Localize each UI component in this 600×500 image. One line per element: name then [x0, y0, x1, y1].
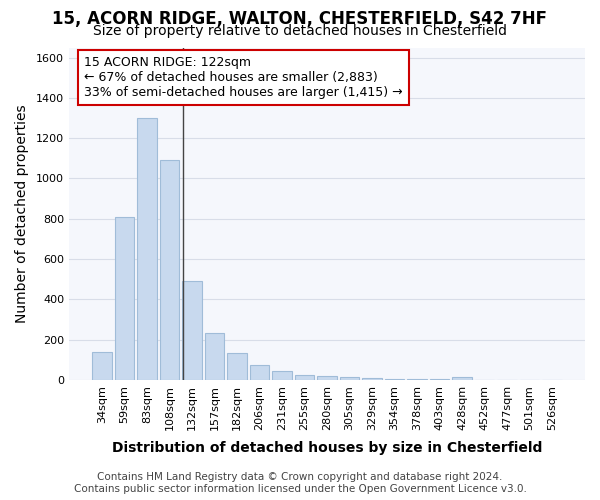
Bar [137, 118, 157, 380]
Bar [340, 377, 359, 380]
Bar [182, 281, 202, 380]
Bar [452, 377, 472, 380]
Bar [160, 160, 179, 380]
Text: 15 ACORN RIDGE: 122sqm
← 67% of detached houses are smaller (2,883)
33% of semi-: 15 ACORN RIDGE: 122sqm ← 67% of detached… [85, 56, 403, 99]
Bar [362, 378, 382, 380]
Bar [250, 365, 269, 380]
Text: Size of property relative to detached houses in Chesterfield: Size of property relative to detached ho… [93, 24, 507, 38]
Bar [92, 352, 112, 380]
X-axis label: Distribution of detached houses by size in Chesterfield: Distribution of detached houses by size … [112, 441, 542, 455]
Bar [115, 216, 134, 380]
Bar [205, 332, 224, 380]
Bar [227, 352, 247, 380]
Y-axis label: Number of detached properties: Number of detached properties [15, 104, 29, 323]
Bar [272, 371, 292, 380]
Bar [295, 375, 314, 380]
Text: 15, ACORN RIDGE, WALTON, CHESTERFIELD, S42 7HF: 15, ACORN RIDGE, WALTON, CHESTERFIELD, S… [53, 10, 548, 28]
Bar [317, 376, 337, 380]
Text: Contains HM Land Registry data © Crown copyright and database right 2024.
Contai: Contains HM Land Registry data © Crown c… [74, 472, 526, 494]
